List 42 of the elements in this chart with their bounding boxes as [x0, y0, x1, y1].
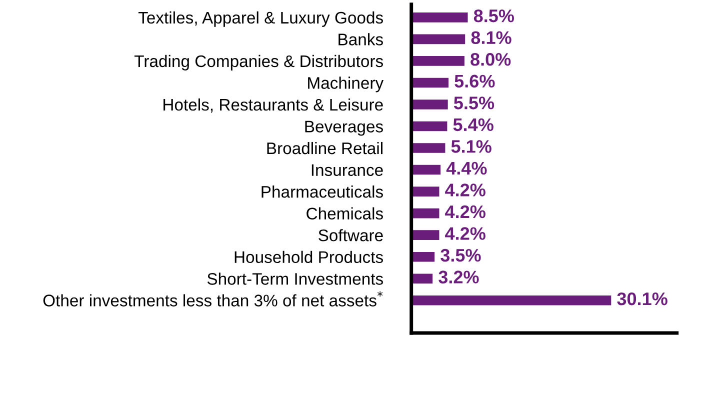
- data-label: 8.0%: [470, 53, 511, 66]
- y-tick-label: Banks: [338, 33, 383, 46]
- bar: [411, 100, 448, 110]
- bar: [411, 230, 440, 240]
- data-label: 4.2%: [445, 227, 486, 240]
- y-tick-label: Household Products: [234, 250, 383, 264]
- y-tick-label: Pharmaceuticals: [262, 186, 383, 198]
- y-tick-label: Trading Companies & Distributors: [134, 54, 383, 70]
- bar: [411, 12, 468, 22]
- y-tick-label: Short-Term Investments: [207, 272, 383, 285]
- data-label: 8.1%: [471, 31, 512, 44]
- data-label: 8.5%: [474, 9, 514, 22]
- y-tick-label: Beverages: [305, 120, 383, 136]
- bar: [411, 164, 441, 175]
- data-label: 5.5%: [454, 96, 494, 110]
- data-label: 5.6%: [454, 74, 495, 88]
- bar: [411, 295, 612, 306]
- y-tick-label: Chemicals: [306, 207, 383, 220]
- bar: [411, 252, 435, 262]
- data-label: 4.2%: [445, 184, 486, 196]
- y-tick-label: Broadline Retail: [267, 142, 382, 154]
- data-label: 5.1%: [451, 140, 492, 153]
- data-label: 3.5%: [440, 248, 481, 262]
- y-tick-label: Insurance: [312, 164, 383, 176]
- data-label: 3.2%: [438, 270, 479, 284]
- y-tick-label: Other investments less than 3% of net assets$^{*}$: [43, 291, 383, 306]
- data-label: 30.1%: [617, 292, 668, 306]
- bar: [411, 208, 440, 218]
- y-tick-label: Hotels, Restaurants & Leisure: [164, 98, 383, 113]
- y-tick-label: Software: [318, 229, 383, 242]
- bar: [411, 121, 448, 132]
- bar: [411, 186, 440, 196]
- data-label: 4.4%: [446, 162, 487, 175]
- y-tick-label: Machinery: [308, 76, 384, 92]
- bar: [411, 34, 466, 44]
- bar: [411, 143, 446, 153]
- y-tick-label: Textiles, Apparel & Luxury Goods: [138, 11, 383, 27]
- data-label: 4.2%: [445, 205, 486, 218]
- data-label: 5.4%: [453, 118, 494, 132]
- bar: [411, 274, 433, 284]
- bar: [411, 78, 449, 88]
- bar: [411, 56, 464, 66]
